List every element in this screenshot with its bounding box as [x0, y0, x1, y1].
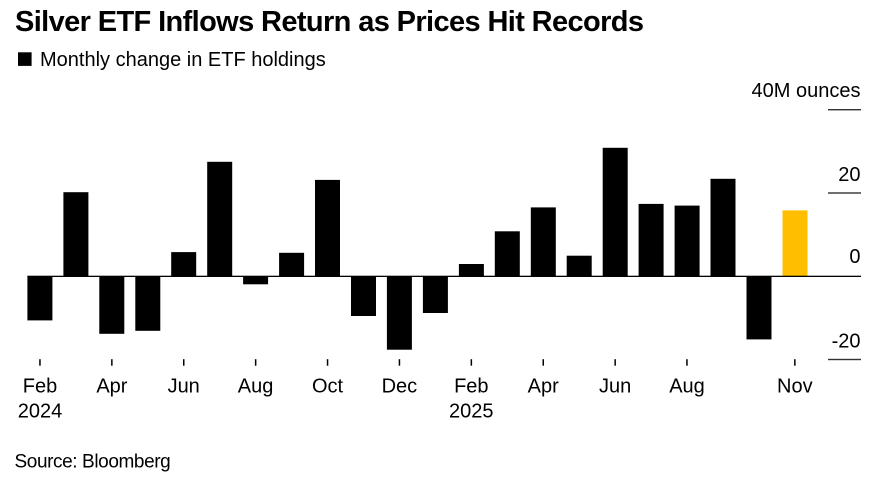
svg-text:Apr: Apr: [528, 376, 559, 398]
svg-text:20: 20: [838, 164, 860, 186]
svg-text:Silver ETF Inflows Return as P: Silver ETF Inflows Return as Prices Hit …: [15, 6, 643, 38]
svg-text:Aug: Aug: [669, 376, 705, 398]
svg-text:Aug: Aug: [238, 376, 274, 398]
svg-text:2025: 2025: [449, 401, 494, 423]
svg-text:-20: -20: [832, 331, 861, 353]
svg-text:Jun: Jun: [168, 376, 200, 398]
svg-text:Nov: Nov: [777, 376, 813, 398]
svg-text:Apr: Apr: [96, 376, 127, 398]
svg-text:Oct: Oct: [312, 376, 344, 398]
svg-text:Feb: Feb: [23, 376, 57, 398]
svg-text:0: 0: [849, 246, 860, 268]
svg-text:40M ounces: 40M ounces: [752, 80, 861, 102]
svg-text:Dec: Dec: [382, 376, 418, 398]
svg-text:Monthly change in ETF holdings: Monthly change in ETF holdings: [40, 49, 326, 71]
svg-text:Source: Bloomberg: Source: Bloomberg: [15, 452, 171, 473]
svg-text:Feb: Feb: [454, 376, 488, 398]
svg-text:Jun: Jun: [599, 376, 631, 398]
svg-text:2024: 2024: [18, 401, 63, 423]
